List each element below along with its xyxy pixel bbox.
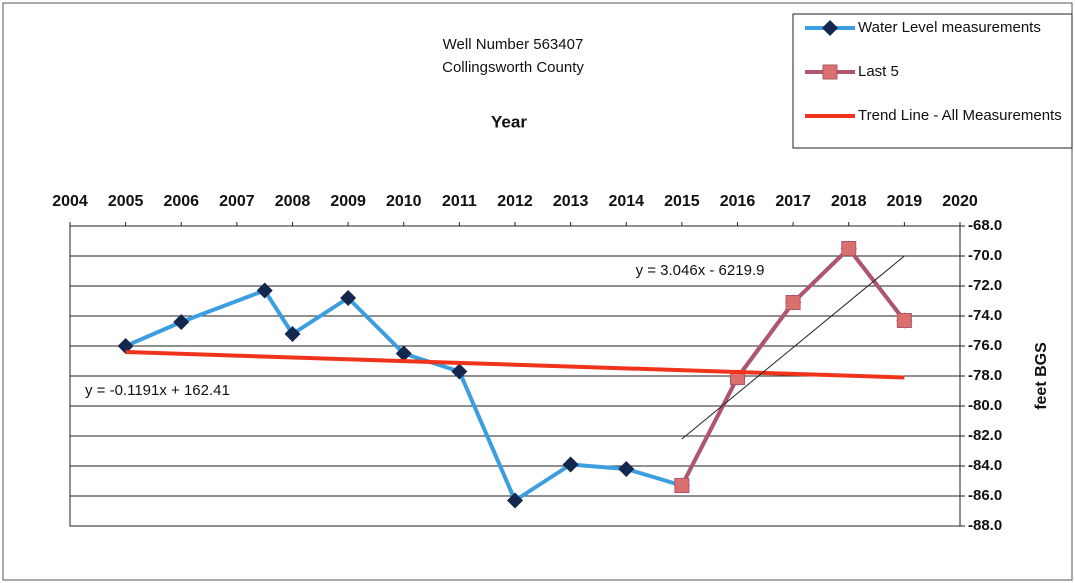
- annotation: y = 3.046x - 6219.9: [636, 262, 765, 279]
- x-axis-label: Year: [491, 112, 527, 131]
- x-tick-label: 2013: [553, 193, 589, 210]
- x-tick-label: 2010: [386, 193, 422, 210]
- chart-title: Well Number 563407: [443, 36, 584, 53]
- x-tick-label: 2004: [52, 193, 88, 210]
- x-tick-label: 2009: [330, 193, 366, 210]
- x-tick-label: 2007: [219, 193, 255, 210]
- marker: [256, 282, 273, 299]
- x-tick-label: 2020: [942, 193, 978, 210]
- marker: [173, 314, 190, 330]
- x-tick-label: 2016: [720, 193, 756, 210]
- marker: [451, 363, 468, 380]
- chart-subtitle: Collingsworth County: [442, 59, 584, 76]
- marker: [562, 456, 579, 473]
- series-line: [125, 350, 905, 380]
- marker: [284, 326, 301, 342]
- legend-marker: [822, 20, 838, 36]
- y-tick-label: -80.0: [968, 397, 1002, 414]
- y-tick-label: -78.0: [968, 367, 1002, 384]
- x-tick-label: 2008: [275, 193, 311, 210]
- y-tick-label: -88.0: [968, 517, 1002, 534]
- y-tick-label: -70.0: [968, 247, 1002, 264]
- y-axis-label: feet BGS: [1033, 342, 1050, 410]
- annotation-bg: [632, 260, 768, 280]
- legend-label: Trend Line - All Measurements: [858, 107, 1062, 124]
- y-tick-label: -82.0: [968, 427, 1002, 444]
- x-tick-label: 2012: [497, 193, 533, 210]
- marker: [896, 313, 912, 328]
- marker: [507, 492, 523, 509]
- legend-label: Water Level measurements: [858, 19, 1041, 36]
- marker: [340, 290, 357, 306]
- y-tick-label: -74.0: [968, 307, 1002, 324]
- annotation-bg: [82, 380, 233, 400]
- legend-label: Last 5: [858, 63, 899, 80]
- marker: [674, 478, 690, 493]
- y-tick-label: -68.0: [968, 217, 1002, 234]
- y-tick-label: -86.0: [968, 487, 1002, 504]
- x-tick-label: 2018: [831, 193, 867, 210]
- x-tick-label: 2019: [887, 193, 923, 210]
- y-tick-label: -84.0: [968, 457, 1002, 474]
- x-tick-label: 2014: [608, 193, 644, 210]
- marker: [117, 338, 134, 354]
- x-tick-label: 2005: [108, 193, 144, 210]
- x-tick-label: 2015: [664, 193, 700, 210]
- marker: [785, 295, 801, 310]
- marker: [395, 345, 412, 362]
- series-line: [681, 255, 905, 440]
- x-tick-label: 2017: [775, 193, 811, 210]
- marker: [618, 461, 635, 477]
- x-tick-label: 2006: [163, 193, 199, 210]
- x-tick-label: 2011: [442, 193, 477, 210]
- marker: [841, 241, 857, 256]
- legend-marker: [822, 64, 838, 80]
- y-tick-label: -72.0: [968, 277, 1002, 294]
- legend-box: [792, 13, 1073, 149]
- y-tick-label: -76.0: [968, 337, 1002, 354]
- annotation: y = -0.1191x + 162.41: [85, 382, 230, 399]
